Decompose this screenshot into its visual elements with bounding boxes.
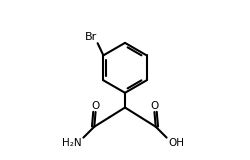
Text: H₂N: H₂N — [62, 138, 82, 148]
Text: O: O — [150, 101, 158, 111]
Text: O: O — [92, 101, 100, 111]
Text: OH: OH — [168, 138, 184, 148]
Text: Br: Br — [85, 32, 97, 42]
